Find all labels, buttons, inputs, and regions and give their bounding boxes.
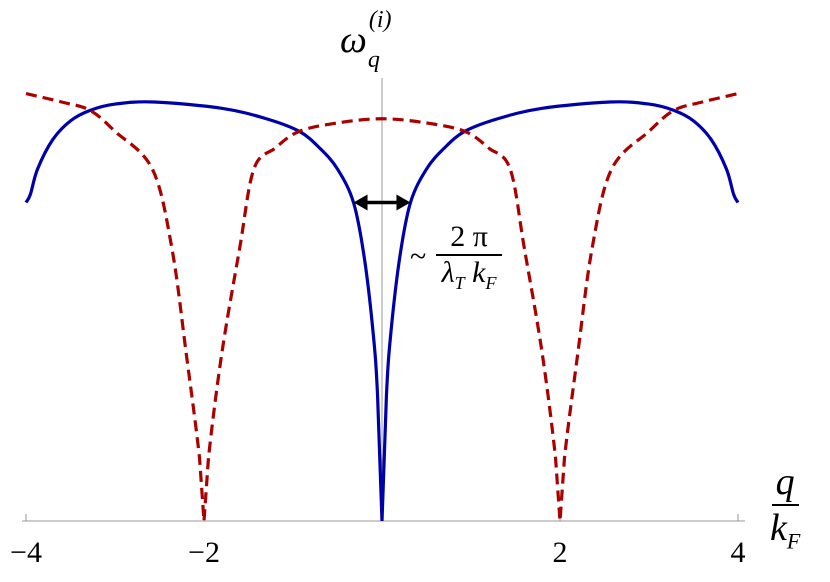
arrow-head-right (396, 194, 411, 211)
y-axis-label: ω q (i) (340, 7, 392, 73)
x-tick-label: −4 (10, 536, 42, 569)
width-arrow (353, 194, 411, 211)
x-tick-label: 2 (553, 536, 568, 569)
arrow-head-left (353, 194, 368, 211)
dashed-series-line (25, 92, 739, 522)
width-annotation: ~2 π λT kF (410, 220, 502, 294)
x-axis-label: q kF (770, 461, 801, 554)
solid-series-line (24, 100, 740, 522)
x-tick-label: 4 (731, 536, 746, 569)
x-tick-label: −2 (188, 536, 220, 569)
